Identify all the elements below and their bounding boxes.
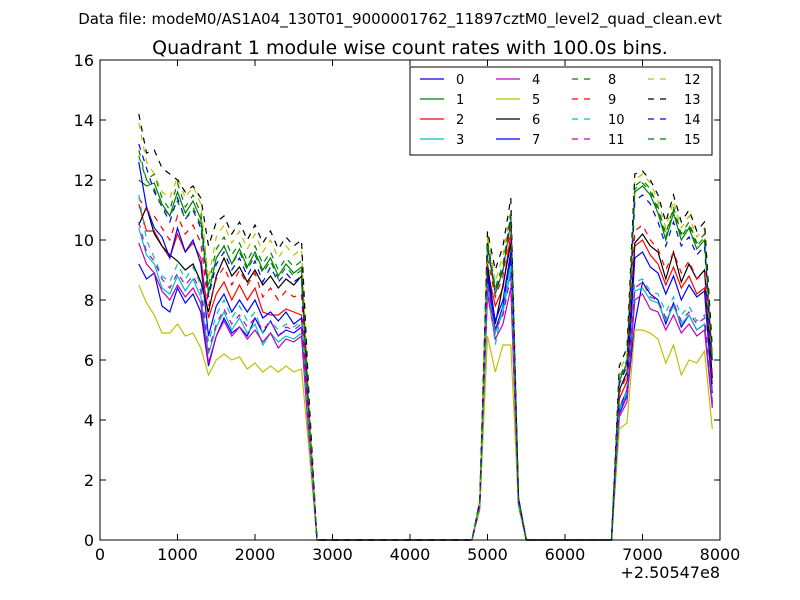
legend-label: 0 [456, 73, 464, 88]
legend-item-2: 2 [420, 113, 464, 128]
legend-label: 2 [456, 113, 464, 128]
legend-item-12: 12 [648, 73, 701, 88]
legend-label: 12 [684, 73, 701, 88]
series-line-14 [138, 143, 713, 541]
series-layer [138, 113, 713, 541]
legend-label: 9 [608, 93, 616, 108]
series-line-15 [138, 155, 713, 541]
x-tick-label: 1000 [157, 545, 198, 564]
legend-item-13: 13 [648, 93, 701, 108]
legend-item-1: 1 [420, 93, 464, 108]
legend-label: 1 [456, 93, 464, 108]
y-tick-label: 2 [84, 471, 94, 490]
y-tick-label: 10 [74, 231, 94, 250]
legend-item-5: 5 [496, 93, 540, 108]
series-line-12 [138, 122, 713, 541]
legend-item-11: 11 [572, 133, 625, 148]
axis-ticks: 0 1000 2000 3000 4000 5000 6000 7000 80000246810… [74, 51, 741, 564]
x-offset-label: +2.50547e8 [620, 563, 720, 582]
legend-label: 13 [684, 93, 701, 108]
series-line-0 [138, 257, 713, 541]
y-tick-label: 6 [84, 351, 94, 370]
series-line-8 [138, 149, 713, 541]
legend-item-3: 3 [420, 133, 464, 148]
series-line-11 [138, 221, 713, 541]
series-line-13 [138, 113, 713, 541]
legend-label: 4 [532, 73, 540, 88]
x-tick-label: 5000 [467, 545, 508, 564]
legend-item-6: 6 [496, 113, 540, 128]
legend-label: 10 [608, 113, 625, 128]
y-tick-label: 0 [84, 531, 94, 550]
legend-item-0: 0 [420, 73, 464, 88]
series-line-1 [138, 179, 713, 541]
legend-label: 15 [684, 133, 701, 148]
y-tick-label: 14 [74, 111, 94, 130]
legend-item-7: 7 [496, 133, 540, 148]
x-tick-label: 0 [95, 545, 105, 564]
legend-item-14: 14 [648, 113, 701, 128]
y-tick-label: 8 [84, 291, 94, 310]
legend-item-8: 8 [572, 73, 616, 88]
chart-suptitle: Data file: modeM0/AS1A04_130T01_90000017… [78, 10, 722, 29]
legend-item-4: 4 [496, 73, 540, 88]
x-tick-label: 3000 [312, 545, 353, 564]
y-tick-label: 12 [74, 171, 94, 190]
legend-label: 3 [456, 133, 464, 148]
legend-item-15: 15 [648, 133, 701, 148]
x-tick-label: 6000 [545, 545, 586, 564]
legend-item-9: 9 [572, 93, 616, 108]
series-line-2 [138, 203, 713, 541]
x-tick-label: 8000 [700, 545, 741, 564]
x-tick-label: 2000 [235, 545, 276, 564]
legend-label: 11 [608, 133, 625, 148]
legend-label: 7 [532, 133, 540, 148]
legend-box [409, 66, 713, 156]
legend-label: 6 [532, 113, 540, 128]
x-tick-label: 4000 [390, 545, 431, 564]
legend-label: 14 [684, 113, 701, 128]
y-tick-label: 4 [84, 411, 94, 430]
chart-title: Quadrant 1 module wise count rates with … [152, 37, 668, 59]
series-line-6 [138, 205, 713, 541]
legend-label: 8 [608, 73, 616, 88]
x-tick-label: 7000 [622, 545, 663, 564]
series-line-7 [138, 161, 713, 541]
y-tick-label: 16 [74, 51, 94, 70]
legend-item-10: 10 [572, 113, 625, 128]
legend-label: 5 [532, 93, 540, 108]
